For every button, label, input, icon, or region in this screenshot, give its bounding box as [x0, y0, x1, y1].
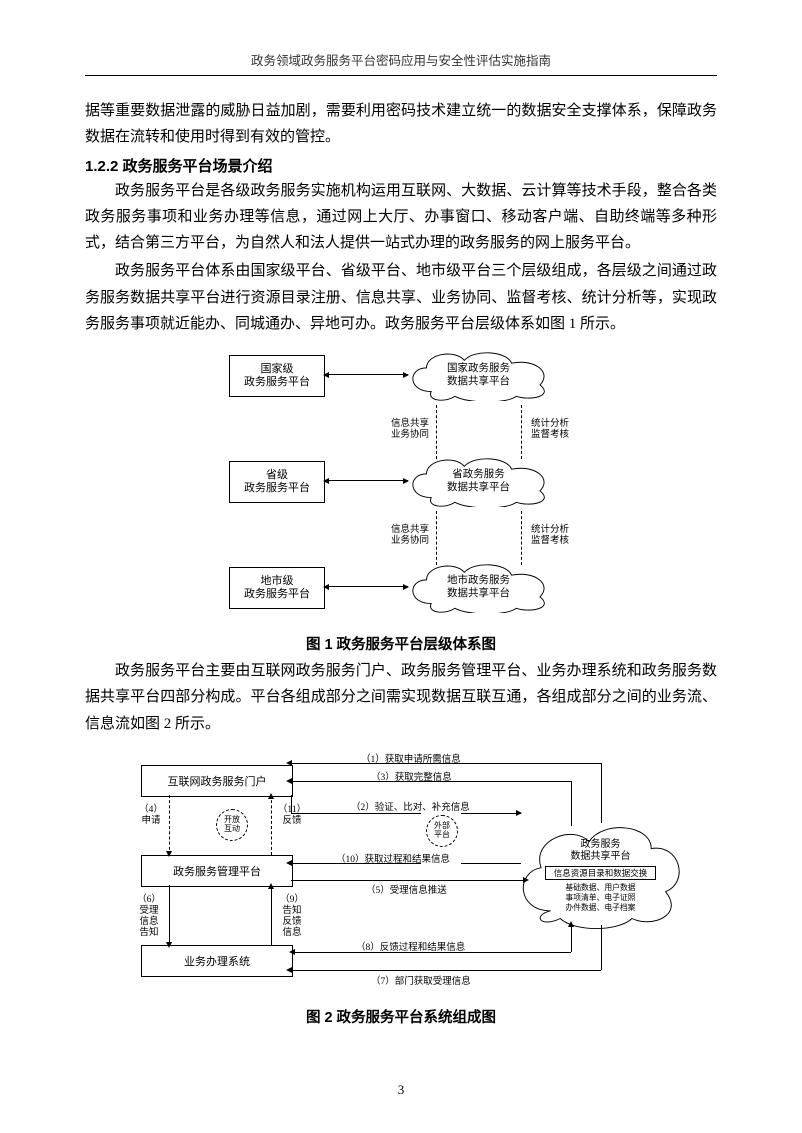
circle-ext: 外部 平台: [426, 815, 458, 847]
label-5: （5）受理信息推送: [366, 882, 447, 896]
vlink-right-l1: 统计分析: [531, 419, 569, 429]
tier-hconn: [324, 374, 408, 375]
vlinks-2: 信息共享业务协同 统计分析监督考核: [221, 521, 581, 555]
label-3: （3）获取完整信息: [371, 769, 452, 783]
label-8: （8）反馈过程和结果信息: [356, 939, 465, 953]
tier-national-l1: 国家级: [261, 363, 294, 376]
label-2: （2）验证、比对、补充信息: [351, 799, 470, 813]
tier-province: 省级 政务服务平台 省政务服务 数据共享平台: [221, 449, 581, 521]
paragraph-intro: 据等重要数据泄露的威胁日益加剧，需要利用密码技术建立统一的数据安全支撑体系，保障…: [85, 98, 717, 151]
tier-province-cloud-l2: 数据共享平台: [447, 482, 510, 493]
label-6: （6） 受理 信息 告知: [133, 895, 165, 939]
tier-national: 国家级 政务服务平台 国家政务服务 数据共享平台: [221, 343, 581, 415]
tier-national-l2: 政务服务平台: [244, 376, 310, 389]
vlink-left-l2: 业务协同: [391, 430, 429, 440]
tier-city-cloud-l1: 地市政务服务: [447, 575, 510, 586]
tier-national-cloud-l2: 数据共享平台: [447, 376, 510, 387]
vlink-right-l2: 监督考核: [531, 430, 569, 440]
tier-national-cloud-l1: 国家政务服务: [447, 363, 510, 374]
cloud-items: 基础数据、用户数据 事项清单、电子证照 办件数据、电子档案: [538, 883, 663, 912]
label-10: （10）获取过程和结果信息: [336, 851, 450, 865]
label-1: （1）获取申请所需信息: [361, 751, 461, 765]
figure-1: 国家级 政务服务平台 国家政务服务 数据共享平台 信息共享业务协同 统计分析监督…: [221, 343, 581, 627]
label-9: （9） 告知 反馈 信息: [276, 895, 308, 939]
page-number: 3: [0, 1082, 802, 1098]
tier-province-l1: 省级: [266, 469, 288, 482]
tier-province-cloud-l1: 省政务服务: [452, 469, 505, 480]
cloud-title: 政务服务 数据共享平台: [538, 839, 663, 864]
label-7: （7）部门获取受理信息: [371, 973, 471, 987]
label-4: （4） 申请: [135, 805, 167, 827]
figure-1-caption: 图 1 政务服务平台层级体系图: [85, 633, 717, 654]
page-header: 政务领域政务服务平台密码应用与安全性评估实施指南: [85, 50, 717, 76]
tier-city-cloud-l2: 数据共享平台: [447, 588, 510, 599]
tier-province-l2: 政务服务平台: [244, 482, 310, 495]
paragraph-c: 政务服务平台主要由互联网政务服务门户、政务服务管理平台、业务办理系统和政务服务数…: [85, 658, 717, 737]
heading-1-2-2: 1.2.2 政务服务平台场景介绍: [85, 155, 717, 176]
vlink-left-l1: 信息共享: [391, 419, 429, 429]
box-biz: 业务办理系统: [141, 945, 293, 977]
label-11: （11） 反馈: [276, 805, 308, 827]
tier-city: 地市级 政务服务平台 地市政务服务 数据共享平台: [221, 555, 581, 627]
cloud-share: 政务服务 数据共享平台 信息资源目录和数据交换 基础数据、用户数据 事项清单、电…: [516, 815, 681, 930]
tier-city-l2: 政务服务平台: [244, 588, 310, 601]
paragraph-b: 政务服务平台体系由国家级平台、省级平台、地市级平台三个层级组成，各层级之间通过政…: [85, 258, 717, 337]
figure-2-caption: 图 2 政务服务平台系统组成图: [85, 1006, 717, 1027]
vlinks-1: 信息共享业务协同 统计分析监督考核: [221, 415, 581, 449]
paragraph-a: 政务服务平台是各级政务服务实施机构运用互联网、大数据、云计算等技术手段，整合各类…: [85, 178, 717, 257]
tier-national-cloud: 国家政务服务 数据共享平台: [401, 349, 556, 401]
circle-open: 开放 互动: [216, 809, 248, 841]
tier-city-l1: 地市级: [261, 575, 294, 588]
cloud-subbox: 信息资源目录和数据交换: [545, 866, 656, 881]
figure-2: 互联网政务服务门户 政务服务管理平台 业务办理系统 政务服务 数据共享平台 信息…: [121, 745, 681, 1000]
tier-national-box: 国家级 政务服务平台: [229, 355, 325, 397]
